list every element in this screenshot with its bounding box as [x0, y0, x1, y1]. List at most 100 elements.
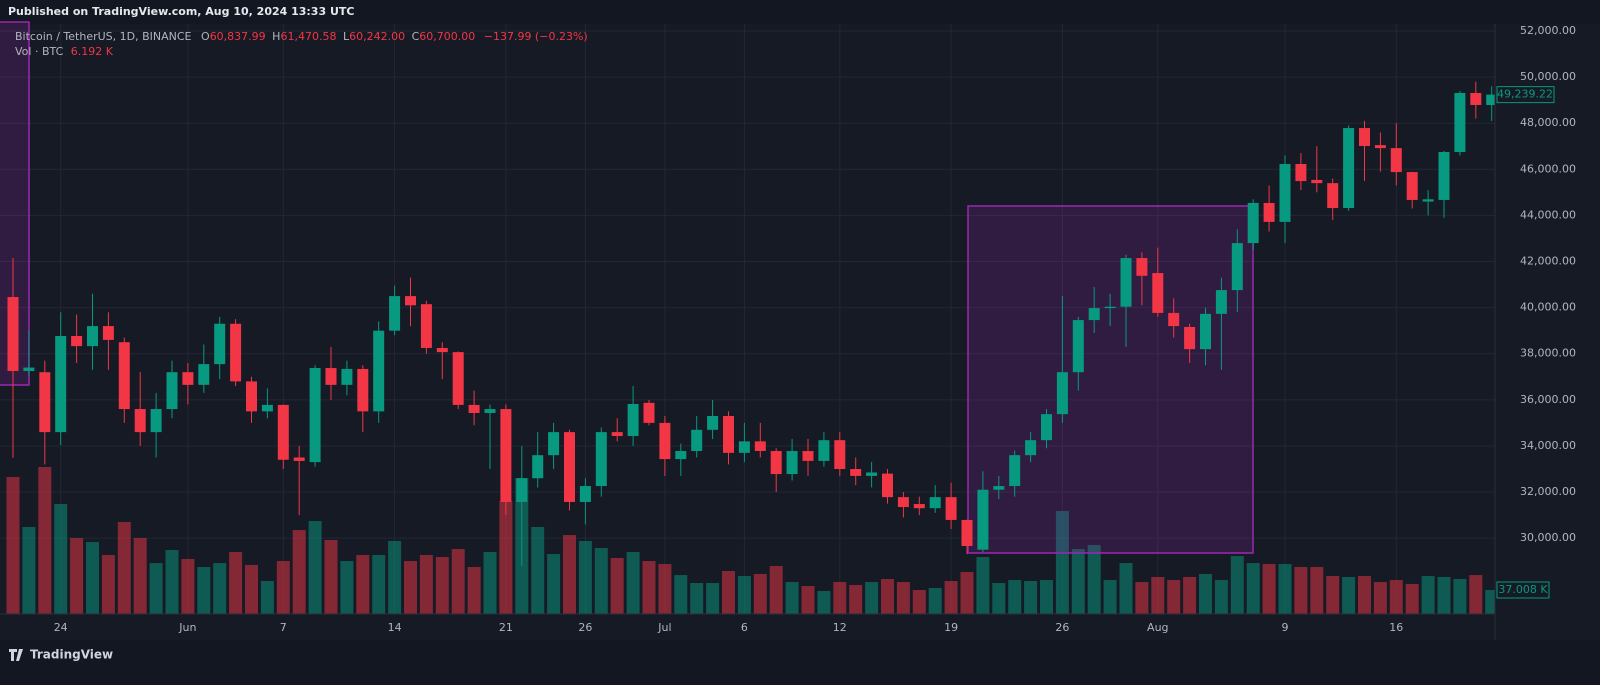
- volume-bar: [547, 554, 561, 614]
- candle-body: [738, 441, 750, 453]
- logo-mark: [9, 649, 23, 661]
- x-tick-label: 24: [54, 621, 68, 634]
- volume-bar: [1342, 576, 1356, 614]
- volume-bar: [181, 559, 195, 614]
- candle-body: [611, 432, 623, 437]
- volume-bar: [1024, 580, 1038, 614]
- volume-bar: [658, 564, 672, 614]
- candle-body: [118, 342, 130, 410]
- volume-bar: [1326, 576, 1340, 614]
- candle-body: [436, 347, 448, 353]
- volume-bar: [849, 585, 863, 614]
- volume-bar: [86, 542, 99, 614]
- volume-bar: [1199, 573, 1212, 614]
- y-tick-label: 30,000.00: [1520, 531, 1576, 544]
- candle-body: [1184, 326, 1196, 350]
- x-tick-label: 9: [1282, 621, 1289, 634]
- candle-body: [691, 429, 703, 452]
- x-tick-label: 26: [1055, 621, 1069, 634]
- volume-bar: [769, 566, 783, 614]
- volume-bar: [896, 582, 910, 614]
- volume-bar: [1469, 575, 1483, 614]
- candle-body: [723, 415, 734, 453]
- candle-body: [198, 364, 210, 385]
- candle-body: [246, 381, 257, 412]
- volume-key: Vol · BTC: [15, 45, 64, 58]
- y-tick-label: 32,000.00: [1520, 485, 1576, 498]
- volume-bar: [1453, 578, 1467, 614]
- volume-bar: [70, 538, 84, 614]
- x-tick-label: 26: [578, 621, 592, 634]
- volume-bar: [260, 580, 274, 614]
- volume-bar: [1246, 563, 1260, 614]
- ohlc-key: L: [343, 30, 350, 43]
- volume-bar: [722, 571, 735, 614]
- candle-body: [1311, 179, 1323, 184]
- volume-bar: [356, 554, 370, 614]
- candle-body: [675, 451, 687, 460]
- candle-body: [500, 409, 512, 502]
- candle-body: [1454, 93, 1466, 153]
- volume-bar: [1230, 556, 1244, 614]
- volume-bar: [372, 554, 386, 614]
- candle-body: [102, 326, 114, 340]
- candle-body: [818, 440, 830, 461]
- candle-body: [913, 504, 925, 509]
- candle-body: [1327, 183, 1339, 209]
- volume-bar: [928, 587, 942, 614]
- volume-bar: [753, 573, 767, 614]
- volume-bar: [165, 550, 179, 614]
- volume-bar: [1405, 583, 1419, 614]
- y-tick-label: 44,000.00: [1520, 208, 1576, 221]
- candle-body: [293, 457, 305, 461]
- volume-bar: [133, 538, 147, 614]
- candle-body: [1056, 372, 1068, 415]
- volume-bar: [865, 582, 879, 614]
- candle-body: [1152, 273, 1164, 313]
- symbol: Bitcoin / TetherUS, 1D, BINANCE: [15, 30, 192, 43]
- volume-bar: [1087, 545, 1101, 614]
- ohlc-value: 61,470.58: [280, 30, 336, 43]
- ohlc-value: 60,242.00: [349, 30, 405, 43]
- y-tick-label: 36,000.00: [1520, 393, 1576, 406]
- candle-body: [484, 409, 496, 413]
- ohlc-key: H: [272, 30, 280, 43]
- volume-bar: [292, 530, 306, 614]
- volume-bar: [324, 540, 338, 614]
- volume-bar: [563, 535, 576, 614]
- candle-body: [182, 372, 194, 385]
- candle-body: [150, 409, 162, 433]
- volume-bar: [1373, 582, 1387, 614]
- published-note: Published on TradingView.com, Aug 10, 20…: [8, 5, 354, 18]
- y-tick-label: 42,000.00: [1520, 255, 1576, 268]
- volume-bar: [404, 561, 417, 614]
- candle-body: [1041, 414, 1052, 441]
- candle-body: [993, 486, 1005, 490]
- candle-body: [516, 478, 528, 502]
- volume-bar: [1183, 576, 1197, 614]
- candle-body: [261, 404, 273, 412]
- ohlc-value: 60,837.99: [210, 30, 266, 43]
- candle-body: [564, 432, 575, 502]
- volume-layer: [6, 467, 1499, 614]
- volume-bar: [674, 575, 688, 614]
- last-volume-tag: [1496, 581, 1550, 599]
- volume-bar: [881, 578, 894, 614]
- candle-body: [754, 441, 766, 452]
- volume-bar: [737, 576, 751, 614]
- brand-logo: TradingView: [9, 648, 113, 662]
- volume-bar: [833, 582, 847, 614]
- volume-bar: [1262, 564, 1276, 614]
- x-tick-label: 14: [388, 621, 402, 634]
- candle-body: [897, 497, 909, 508]
- axis-layer: 30,000.00 32,000.00 34,000.00 36,000.00 38,0…: [54, 24, 1576, 634]
- y-tick-label: 52,000.00: [1520, 24, 1576, 37]
- candle-body: [1295, 164, 1307, 182]
- candle-body: [532, 455, 544, 479]
- candle-body: [214, 323, 226, 365]
- x-tick-label: Jul: [657, 621, 671, 634]
- volume-bar: [944, 580, 958, 614]
- x-tick-label: 19: [944, 621, 958, 634]
- candle-body: [1200, 313, 1211, 350]
- last-price-label: 49,239.22: [1497, 88, 1553, 101]
